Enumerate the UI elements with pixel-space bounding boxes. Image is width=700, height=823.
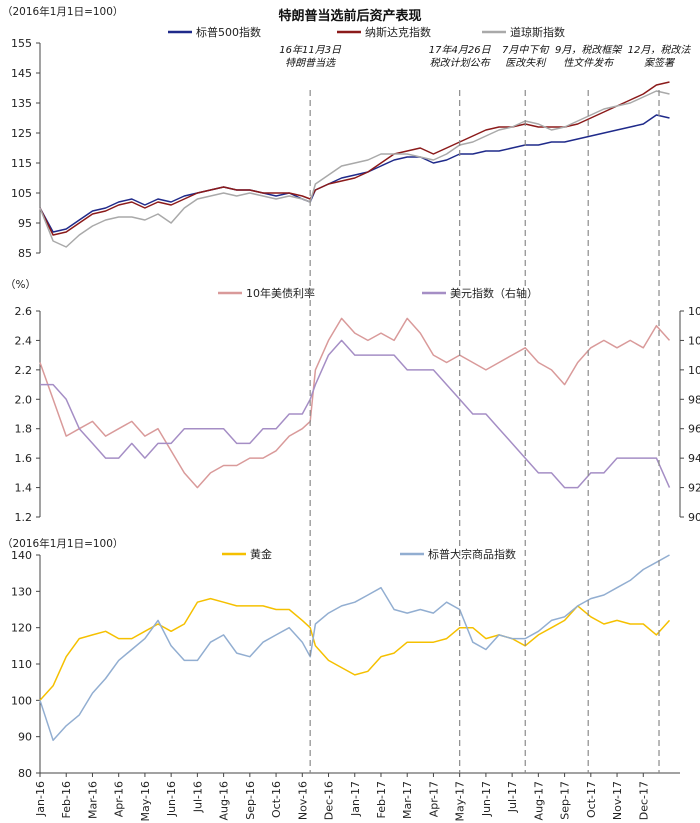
series-line-2 — [40, 339, 671, 489]
y-tick-label: 155 — [11, 37, 32, 50]
event-label: 医改失利 — [505, 57, 547, 69]
series-line-3 — [39, 90, 670, 248]
y-tick-label: 125 — [11, 127, 32, 140]
legend-label: 标普500指数 — [196, 25, 261, 39]
series-line-1 — [39, 597, 671, 701]
rates-dollar-panel: （%） 1.2 1.4 1.6 1.8 2.0 2.2 2.4 2.6 90 92 94 96 98 100… — [5, 279, 700, 524]
x-tick-label: Jul-17 — [506, 781, 519, 813]
x-tick-label: May-17 — [454, 781, 467, 822]
y-tick-label: 140 — [11, 549, 32, 562]
event-label: 案签署 — [644, 57, 675, 69]
legend-label: 黄金 — [250, 547, 272, 561]
x-tick-label: Dec-17 — [637, 781, 650, 820]
y-tick-label: 85 — [18, 247, 32, 260]
y-tick-label: 135 — [11, 97, 32, 110]
x-tick-label: Sep-17 — [559, 781, 572, 820]
legend-label: 标普大宗商品指数 — [428, 547, 516, 561]
y-tick-label: 2.6 — [15, 305, 33, 318]
series-line-1 — [39, 317, 671, 489]
y-tick-label: 105 — [11, 187, 32, 200]
event-label: 12月，税改法 — [628, 44, 692, 56]
x-tick-label: Oct-17 — [585, 781, 598, 818]
series-line-2 — [39, 81, 670, 236]
x-tick-label: Oct-16 — [270, 781, 283, 818]
x-tick-label: Jun-17 — [480, 781, 493, 817]
event-label: 税改计划公布 — [430, 57, 492, 69]
legend-label: 美元指数（右轴） — [450, 286, 538, 300]
x-tick-label: Feb-17 — [375, 781, 388, 818]
y-tick-label: 2.0 — [15, 393, 33, 406]
y2-tick-label: 104 — [688, 305, 700, 318]
unit-label: （2016年1月1日=100） — [2, 537, 123, 550]
equity-panel: （2016年1月1日=100） 85 95 105 115 125 135 145 155 标普5… — [2, 5, 670, 260]
series-line-2 — [39, 554, 670, 742]
event-label: 7月中下旬 — [502, 44, 550, 56]
unit-label: （%） — [5, 279, 36, 291]
y-tick-label: 130 — [11, 585, 32, 598]
x-tick-label: Feb-16 — [60, 781, 73, 818]
x-axis: Jan-16 Feb-16 Mar-16 Apr-16 May-16 Jun-16 Jul-… — [34, 773, 650, 822]
x-tick-label: Jun-16 — [165, 781, 178, 817]
x-tick-label: Aug-16 — [218, 781, 231, 820]
chart-title: 特朗普当选前后资产表现 — [278, 8, 421, 24]
event-label: 17年4月26日 — [429, 44, 492, 56]
unit-label: （2016年1月1日=100） — [2, 5, 123, 18]
y-tick-label: 90 — [18, 731, 32, 744]
y-tick-label: 1.2 — [15, 511, 33, 524]
y2-tick-label: 92 — [688, 482, 700, 495]
x-tick-label: Sep-16 — [244, 781, 257, 820]
series-line-1 — [39, 114, 670, 233]
x-tick-label: Dec-16 — [323, 781, 336, 820]
y2-tick-label: 90 — [688, 511, 700, 524]
y2-tick-label: 100 — [688, 364, 700, 377]
x-tick-label: Aug-17 — [532, 781, 545, 820]
y-tick-label: 95 — [18, 217, 32, 230]
y-tick-label: 110 — [11, 658, 32, 671]
x-tick-label: Nov-17 — [611, 781, 624, 820]
x-tick-label: Mar-16 — [86, 781, 99, 819]
y2-tick-label: 96 — [688, 423, 700, 436]
y-tick-label: 1.4 — [15, 482, 33, 495]
x-tick-label: Jan-16 — [34, 781, 47, 817]
y2-tick-label: 94 — [688, 452, 700, 465]
y-tick-label: 145 — [11, 67, 32, 80]
y-tick-label: 2.2 — [15, 364, 33, 377]
y-tick-label: 1.6 — [15, 452, 33, 465]
x-tick-label: May-16 — [139, 781, 152, 822]
x-tick-label: Jul-16 — [191, 781, 204, 813]
y-tick-label: 1.8 — [15, 423, 33, 436]
y-tick-label: 80 — [18, 767, 32, 780]
legend-label: 纳斯达克指数 — [365, 25, 431, 39]
event-label: 16年11月3日 — [279, 44, 342, 56]
x-tick-label: Jan-17 — [349, 781, 362, 817]
x-tick-label: Apr-17 — [427, 781, 440, 817]
event-label: 9月，税改框架 — [555, 44, 623, 56]
event-label: 性文件发布 — [563, 57, 615, 69]
y2-tick-label: 98 — [688, 393, 700, 406]
y-tick-label: 120 — [11, 622, 32, 635]
x-tick-label: Nov-16 — [296, 781, 309, 820]
event-label: 特朗普当选 — [285, 57, 336, 69]
legend-label: 10年美债利率 — [246, 286, 315, 300]
y-tick-label: 100 — [11, 694, 32, 707]
gold-commodity-panel: （2016年1月1日=100） 80 90 100 110 120 130 140 黄金 标普大宗… — [2, 537, 680, 780]
y-tick-label: 115 — [11, 157, 32, 170]
y2-tick-label: 102 — [688, 334, 700, 347]
x-tick-label: Mar-17 — [401, 781, 414, 819]
y-tick-label: 2.4 — [15, 334, 33, 347]
legend-label: 道琼斯指数 — [510, 25, 565, 39]
x-tick-label: Apr-16 — [113, 781, 126, 817]
